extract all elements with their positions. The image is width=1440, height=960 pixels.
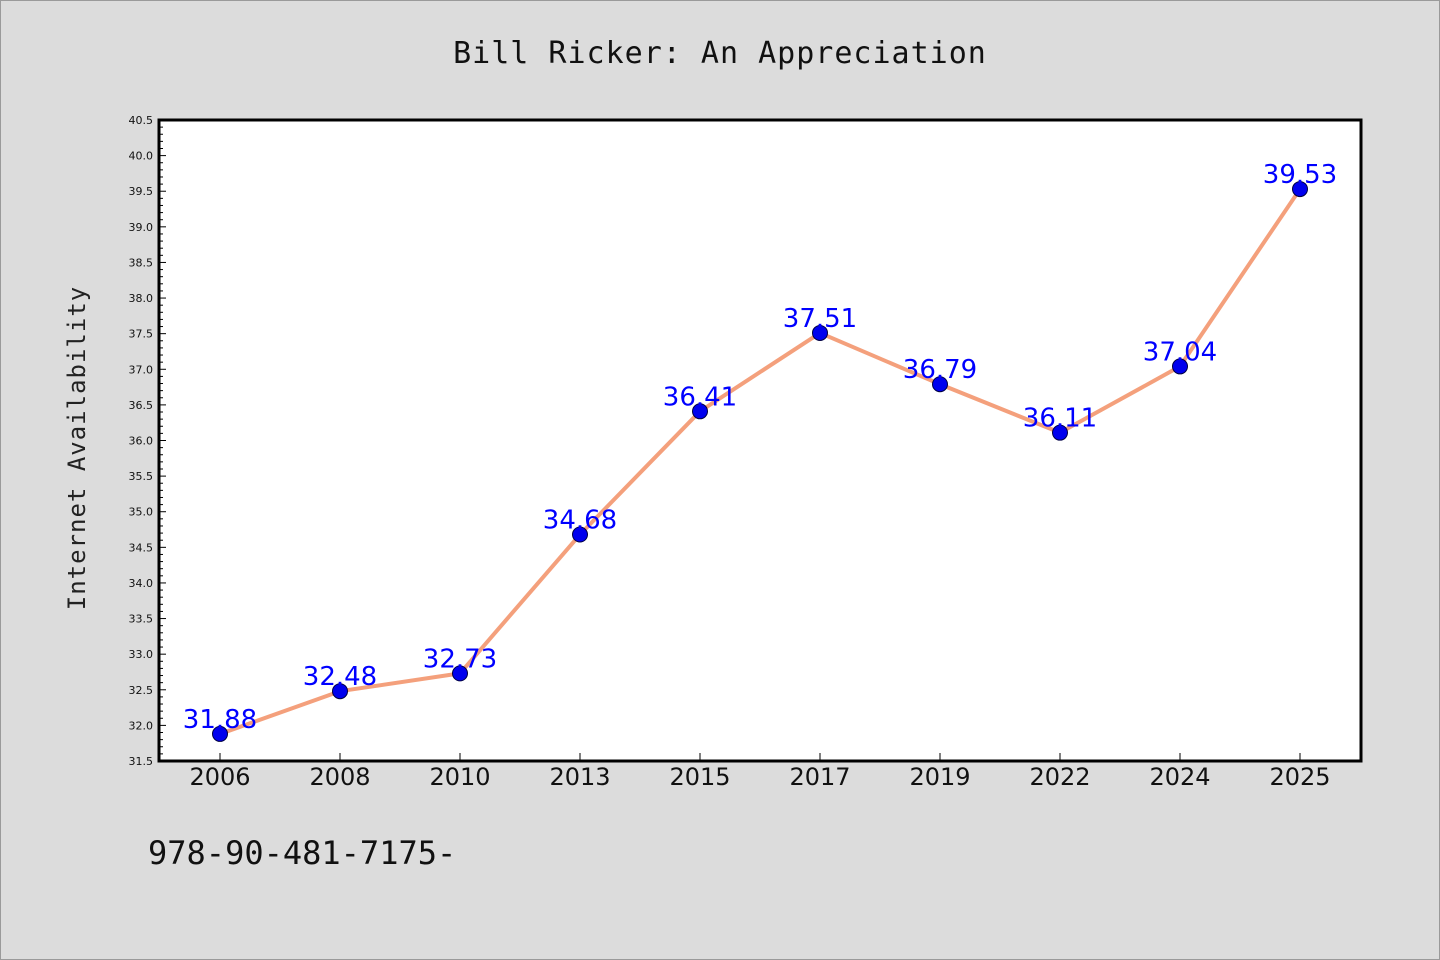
y-axis-label: Internet Availability xyxy=(63,286,91,610)
y-tick-label: 36.0 xyxy=(129,435,154,448)
data-point xyxy=(452,665,468,682)
footnote: 978-90-481-7175- xyxy=(148,834,456,872)
data-point xyxy=(332,683,348,700)
data-point xyxy=(1292,181,1308,198)
plot-area xyxy=(159,120,1361,761)
x-tick-label: 2024 xyxy=(1149,763,1210,791)
data-point xyxy=(572,526,588,543)
x-tick-label: 2025 xyxy=(1269,763,1330,791)
data-label: 36.11 xyxy=(1023,404,1097,434)
data-label: 31.88 xyxy=(183,705,257,735)
series-line xyxy=(218,187,1302,736)
data-label-group: 31.88 32.48 32.73 34.68 36.41 37.51 36.79 36.11… xyxy=(183,160,1337,735)
data-label: 34.68 xyxy=(543,506,617,536)
data-point xyxy=(932,376,948,393)
y-tick-label: 37.0 xyxy=(129,363,154,376)
data-point xyxy=(212,725,228,742)
data-point xyxy=(692,403,708,420)
data-label: 37.04 xyxy=(1143,337,1217,367)
y-tick-label: 40.5 xyxy=(129,114,154,127)
y-tick-label: 40.0 xyxy=(129,150,154,163)
x-tick-label: 2010 xyxy=(429,763,490,791)
y-tick-label: 35.5 xyxy=(129,470,154,483)
x-tick-label: 2008 xyxy=(309,763,370,791)
x-tick-label: 2017 xyxy=(789,763,850,791)
x-tick-label: 2015 xyxy=(669,763,730,791)
y-tick-label: 34.5 xyxy=(129,541,154,554)
y-tick-label: 39.5 xyxy=(129,185,154,198)
y-tick-label: 39.0 xyxy=(129,221,154,234)
data-label: 36.79 xyxy=(903,355,977,385)
y-tick-label: 37.5 xyxy=(129,328,154,341)
data-point xyxy=(1172,358,1188,375)
x-tick-label: 2022 xyxy=(1029,763,1090,791)
series-group xyxy=(212,181,1308,742)
y-tick-label: 38.0 xyxy=(129,292,154,305)
data-label: 37.51 xyxy=(783,304,857,334)
y-tick-label: 32.0 xyxy=(129,719,154,732)
data-label: 32.73 xyxy=(423,644,497,674)
y-tick-label: 32.5 xyxy=(129,684,154,697)
data-point xyxy=(812,324,828,341)
data-label: 36.41 xyxy=(663,382,737,412)
y-tick-label: 31.5 xyxy=(129,755,154,768)
x-tick-label: 2019 xyxy=(909,763,970,791)
chart-title: Bill Ricker: An Appreciation xyxy=(453,36,987,71)
plot-frame xyxy=(157,118,1363,763)
x-tick-label: 2013 xyxy=(549,763,610,791)
data-point xyxy=(1052,424,1068,441)
y-tick-label: 38.5 xyxy=(129,256,154,269)
data-label: 39.53 xyxy=(1263,160,1337,190)
x-tick-label: 2006 xyxy=(189,763,250,791)
data-label: 32.48 xyxy=(303,662,377,692)
y-tick-label: 34.0 xyxy=(129,577,154,590)
y-tick-label: 33.0 xyxy=(129,648,154,661)
x-axis: 2006 2008 2010 2013 2015 2017 2019 2022 2024 2025 xyxy=(189,753,1331,791)
y-tick-label: 33.5 xyxy=(129,613,154,626)
y-tick-label: 36.5 xyxy=(129,399,154,412)
y-tick-label: 35.0 xyxy=(129,506,154,519)
